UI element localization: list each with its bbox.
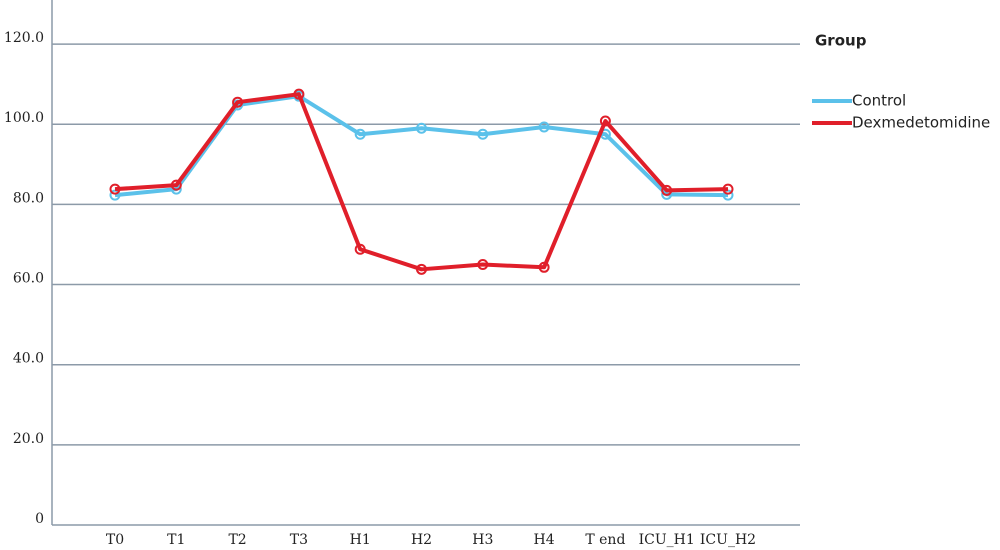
point-marker (599, 115, 611, 127)
point-marker (170, 179, 182, 191)
y-tick-label: 40.0 (13, 351, 44, 367)
x-tick-label: H1 (350, 532, 371, 548)
point-marker (722, 183, 734, 195)
x-tick-label: T2 (228, 532, 246, 548)
point-marker (109, 189, 121, 201)
x-tick-label: H4 (534, 532, 555, 548)
x-tick-label: H3 (472, 532, 493, 548)
point-marker (538, 261, 550, 273)
x-tick-label: ICU_H1 (639, 532, 695, 548)
point-marker (477, 128, 489, 140)
point-marker (293, 88, 305, 100)
x-tick-label: H2 (411, 532, 432, 548)
x-tick-label: T3 (290, 532, 308, 548)
point-marker (538, 121, 550, 133)
y-tick-label: 120.0 (4, 30, 44, 46)
point-marker (354, 243, 366, 255)
x-tick-label: T end (585, 532, 625, 548)
legend-title: Group (815, 32, 867, 50)
legend-label: Dexmedetomidine (852, 114, 990, 132)
point-marker (416, 122, 427, 134)
y-tick-label: 60.0 (13, 271, 44, 287)
legend-label: Control (852, 92, 906, 110)
point-marker (477, 259, 489, 271)
point-marker (354, 128, 366, 140)
point-marker (109, 183, 121, 195)
x-tick-label: T1 (167, 532, 185, 548)
x-tick-label: ICU_H2 (700, 532, 756, 548)
y-tick-label: 100.0 (4, 110, 44, 126)
point-marker (661, 184, 673, 196)
series-line (114, 92, 729, 272)
y-tick-label: 0 (35, 511, 44, 527)
y-tick-label: 80.0 (13, 190, 44, 206)
point-marker (232, 96, 244, 108)
x-tick-label: T0 (106, 532, 124, 548)
y-tick-label: 20.0 (13, 431, 44, 447)
point-marker (416, 263, 427, 275)
